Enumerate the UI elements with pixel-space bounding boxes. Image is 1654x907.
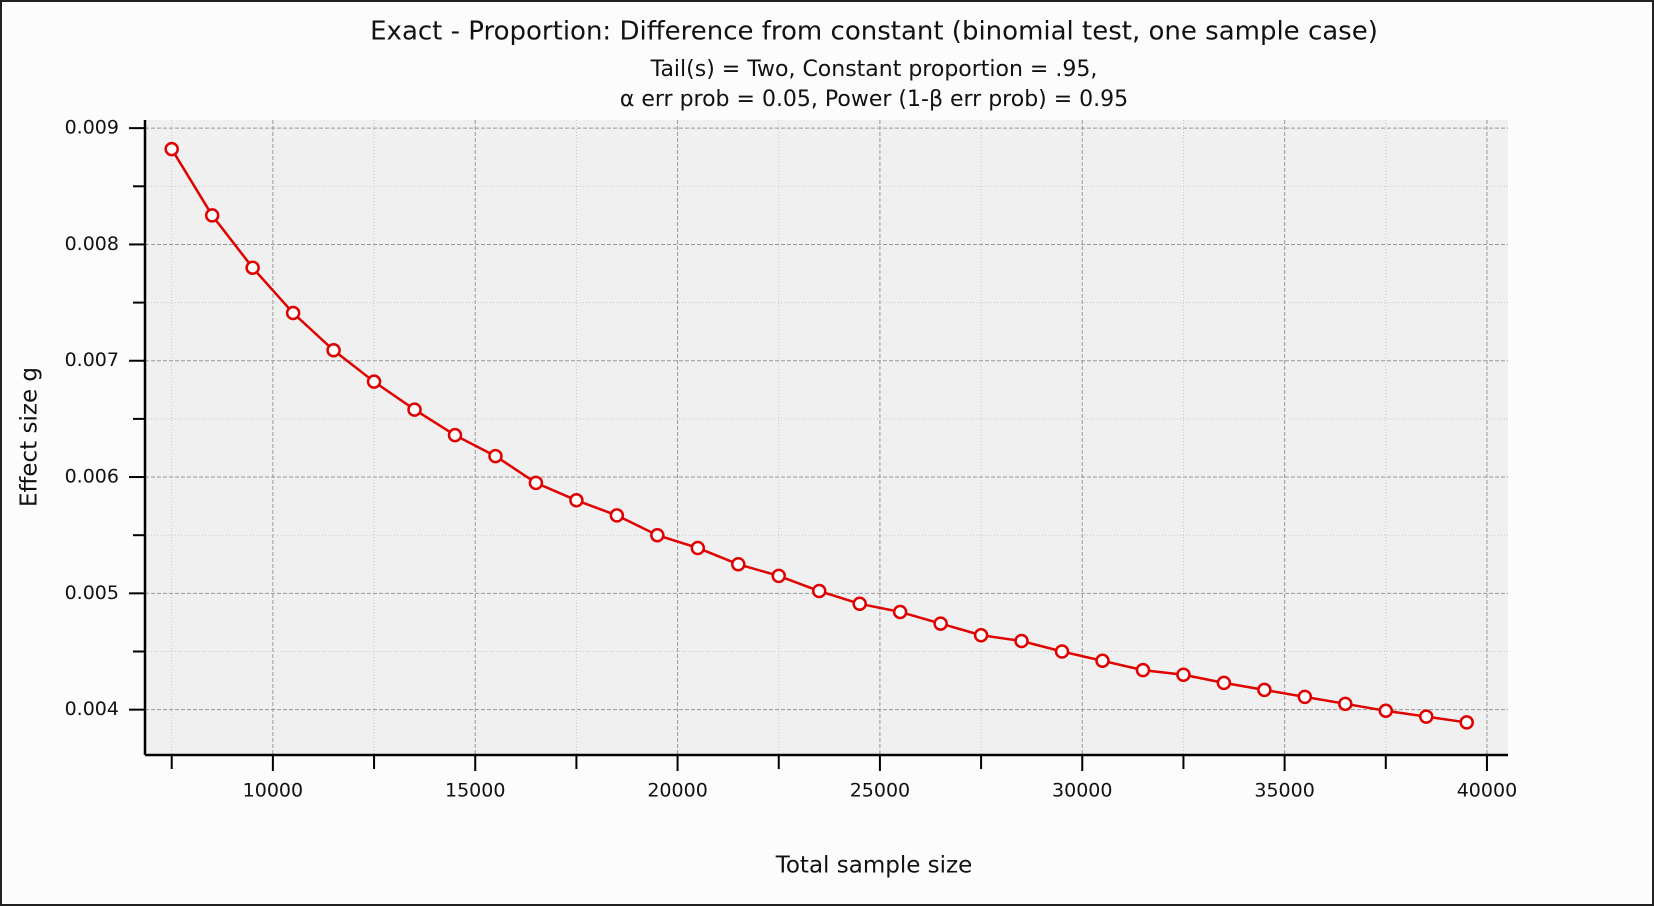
y-tick-label: 0.005	[65, 582, 119, 604]
x-tick-label: 30000	[1052, 780, 1112, 802]
data-point	[811, 583, 827, 599]
data-point	[326, 343, 341, 358]
plot-area	[145, 120, 1508, 755]
x-tick-label: 40000	[1457, 780, 1517, 802]
data-point	[366, 374, 382, 389]
data-point	[245, 260, 260, 275]
data-point	[690, 540, 706, 556]
data-point	[771, 568, 786, 584]
chart-subtitle: Tail(s) = Two, Constant proportion = .95…	[650, 57, 1098, 82]
data-point	[1419, 709, 1434, 724]
y-tick-label: 0.009	[65, 117, 119, 139]
data-point	[609, 508, 625, 523]
data-point	[933, 616, 948, 631]
x-tick-label: 20000	[647, 780, 707, 802]
y-tick-label: 0.007	[65, 349, 119, 371]
y-tick-label: 0.008	[65, 233, 119, 255]
data-point	[1216, 675, 1232, 691]
x-tick-label: 15000	[445, 780, 505, 802]
data-point	[1054, 644, 1070, 659]
data-point	[1257, 682, 1272, 698]
data-point	[164, 141, 179, 157]
chart-title: Exact - Proportion: Difference from cons…	[370, 17, 1378, 47]
data-point	[973, 627, 989, 643]
chart-subtitle: α err prob = 0.05, Power (1-β err prob) …	[620, 87, 1128, 112]
data-point	[407, 402, 422, 417]
data-point	[1338, 696, 1353, 712]
data-point	[204, 208, 220, 223]
data-point	[1095, 653, 1110, 669]
data-point	[447, 427, 463, 443]
data-point	[569, 493, 584, 508]
data-point	[1459, 715, 1474, 730]
x-tick-label: 35000	[1254, 780, 1314, 802]
data-point	[1297, 689, 1313, 705]
x-tick-label: 10000	[243, 780, 303, 802]
y-tick-label: 0.004	[65, 698, 119, 720]
y-tick-label: 0.006	[65, 466, 119, 488]
data-point	[650, 527, 665, 543]
data-point	[1014, 633, 1029, 649]
data-point	[285, 305, 301, 321]
data-point	[852, 596, 867, 612]
data-point	[731, 557, 746, 572]
y-axis-label: Effect size g	[17, 367, 43, 507]
data-point	[1176, 667, 1191, 683]
data-point	[488, 448, 503, 464]
data-point	[528, 475, 544, 491]
data-point	[1378, 703, 1394, 719]
x-tick-label: 25000	[850, 780, 910, 802]
data-point	[1135, 662, 1151, 678]
data-point	[892, 604, 908, 620]
x-axis-label: Total sample size	[775, 853, 973, 879]
